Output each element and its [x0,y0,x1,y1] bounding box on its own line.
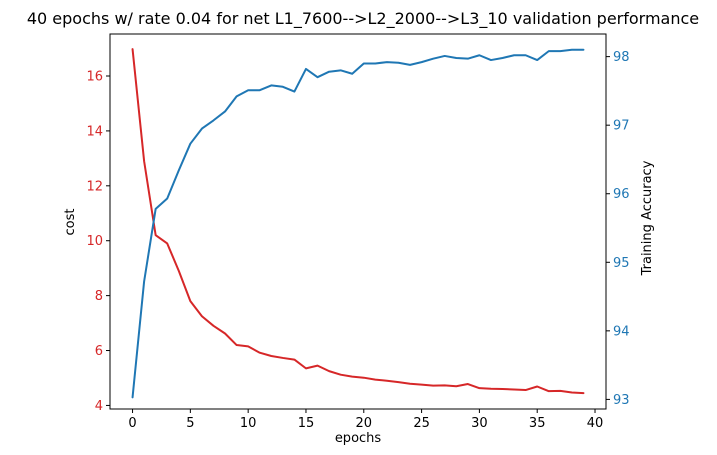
left-y-tick-label: 10 [86,234,103,249]
training-accuracy-series-line [131,48,585,399]
chart-title: 40 epochs w/ rate 0.04 for net L1_7600--… [27,9,699,29]
left-y-axis-ticks: 4 6 8 10 12 14 16 [86,70,110,414]
x-axis-ticks: 0 5 10 15 20 25 30 35 40 [128,409,603,431]
cost-series-line [131,48,585,395]
x-tick-label: 0 [128,416,136,431]
x-tick-label: 40 [587,416,604,431]
left-y-tick-label: 4 [95,399,103,414]
right-y-axis-label: Training Accuracy [640,160,655,276]
left-y-axis-label: cost [63,209,78,236]
right-y-tick-label: 98 [613,50,630,65]
right-y-tick-label: 94 [613,324,630,339]
x-tick-label: 35 [529,416,546,431]
left-y-tick-label: 16 [86,70,103,85]
right-y-tick-label: 93 [613,393,630,408]
right-y-tick-label: 97 [613,119,630,134]
left-y-tick-label: 6 [95,344,103,359]
left-y-tick-label: 14 [86,124,103,139]
left-y-tick-label: 12 [86,179,103,194]
right-y-axis-ticks: 93 94 95 96 97 98 [606,50,630,408]
x-tick-label: 5 [186,416,194,431]
x-tick-label: 10 [240,416,257,431]
x-tick-label: 15 [298,416,315,431]
plot-frame [109,33,607,410]
right-y-tick-label: 96 [613,187,630,202]
x-tick-label: 25 [413,416,430,431]
x-tick-label: 30 [471,416,488,431]
right-y-tick-label: 95 [613,256,630,271]
left-y-tick-label: 8 [95,289,103,304]
series-layer [131,48,585,399]
x-axis-label: epochs [335,431,382,446]
x-tick-label: 20 [356,416,373,431]
